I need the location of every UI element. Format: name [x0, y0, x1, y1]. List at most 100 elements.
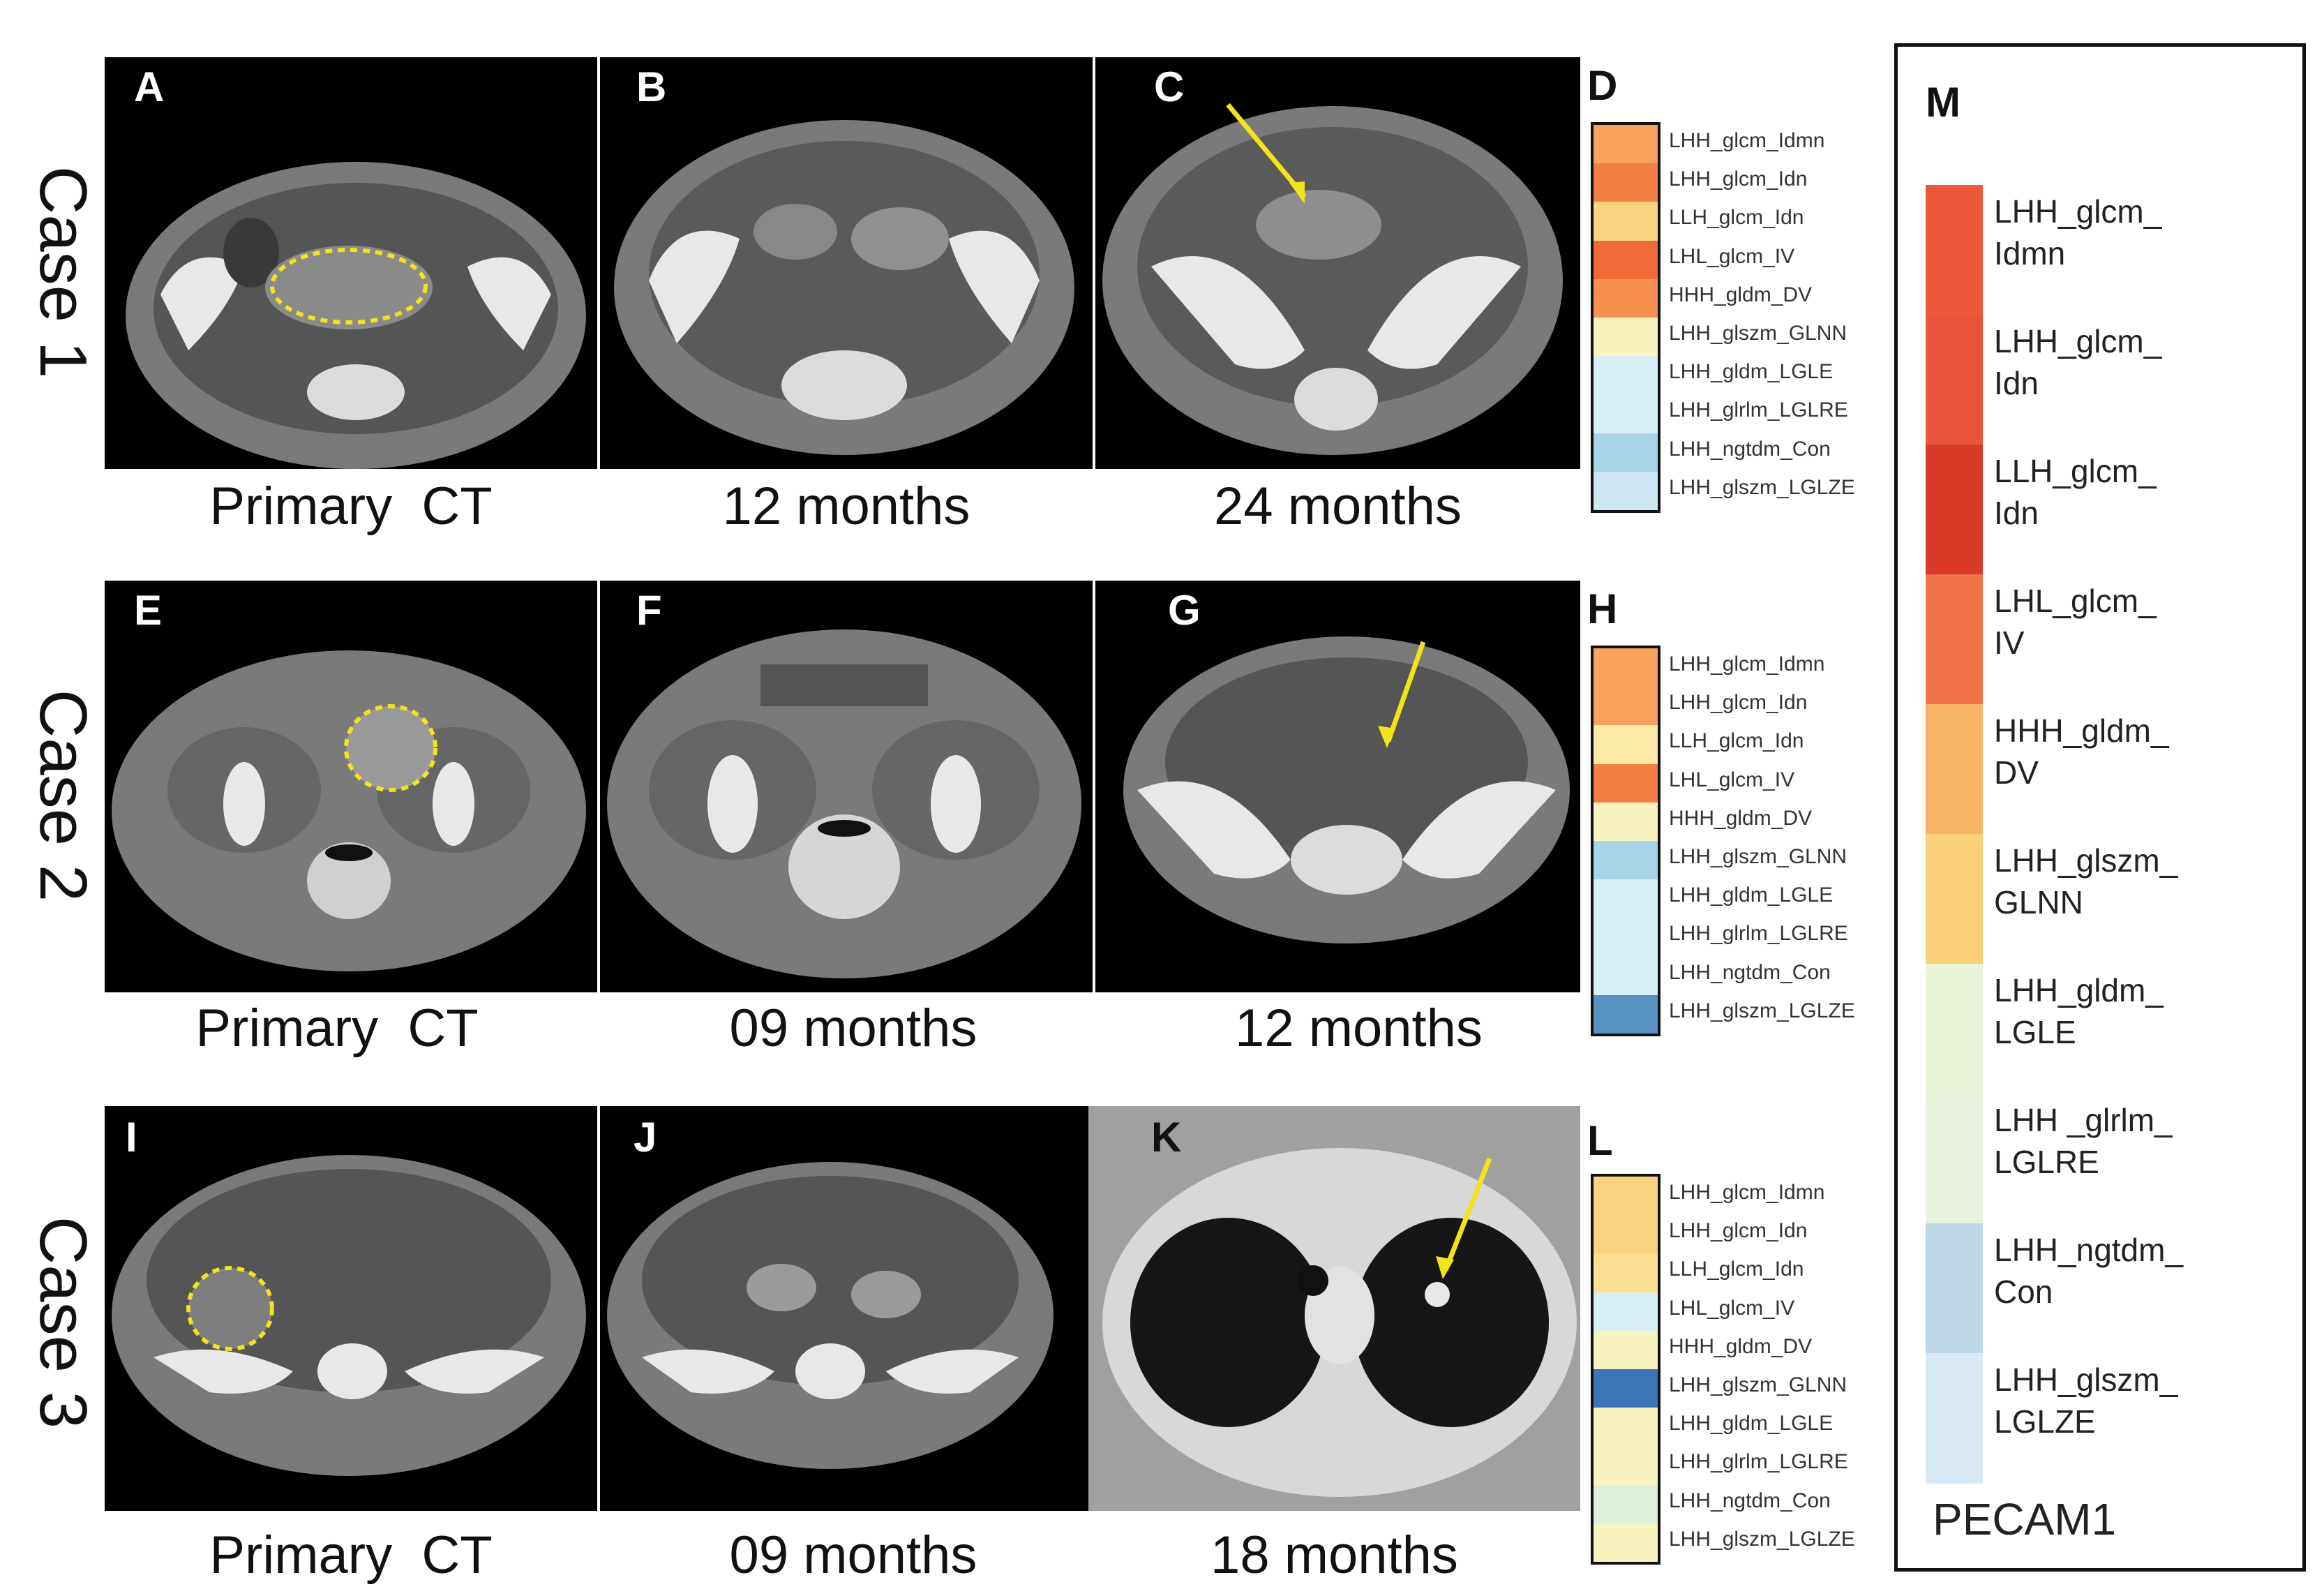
panel-letter-g: G — [1168, 587, 1201, 634]
ct-panel-c: C — [1095, 57, 1580, 469]
heatmap-h — [1591, 646, 1660, 1036]
caption-b: 12 months — [722, 477, 970, 536]
caption-f: 09 months — [729, 999, 977, 1058]
heatmap-feature-label: LLH_glcm_Idn — [1669, 206, 1804, 230]
heatmap-feature-label: LHH_glcm_Idmn — [1669, 1181, 1825, 1204]
case-2-label: Case 2 — [26, 689, 100, 902]
heatmap-feature-label: LHH_gldm_LGLE — [1669, 1412, 1834, 1435]
heatmap-feature-label: LHH_glszm_LGLZE — [1669, 999, 1855, 1022]
panel-letter-k: K — [1151, 1114, 1182, 1161]
panel-letter-j: J — [634, 1114, 657, 1161]
heatmap-feature-label: LHH_glcm_Idn — [1669, 167, 1808, 191]
ct-scan-pelvis-image — [126, 162, 586, 469]
legend-color-cell — [1926, 1223, 1983, 1354]
heatmap-cell — [1594, 394, 1658, 434]
legend-label: LHH_ngtdm_ Con — [1994, 1232, 2184, 1310]
ct-panel-f: F — [600, 581, 1093, 992]
ct-scan-pelvis-image — [1123, 636, 1570, 944]
panel-letter-f: F — [636, 587, 662, 634]
ct-scan-pelvis-image — [1102, 103, 1563, 455]
heatmap-feature-label: LHH_glszm_GLNN — [1669, 845, 1847, 868]
heatmap-feature-label: LHH_glszm_GLNN — [1669, 322, 1847, 345]
heatmap-cell — [1594, 1408, 1658, 1447]
heatmap-cell — [1594, 1330, 1658, 1370]
legend-box-m — [1894, 43, 2306, 1572]
legend-label: LHH_gldm_ LGLE — [1994, 972, 2164, 1050]
heatmap-cell — [1594, 1523, 1658, 1563]
legend-label: HHH_gldm_ DV — [1994, 713, 2169, 791]
heatmap-cell — [1594, 125, 1658, 164]
heatmap-cell — [1594, 240, 1658, 280]
heatmap-feature-label: LHH_glszm_GLNN — [1669, 1373, 1847, 1396]
heatmap-feature-label: LHL_glcm_IV — [1669, 244, 1795, 268]
heatmap-cell — [1594, 1177, 1658, 1216]
caption-j: 09 months — [729, 1526, 977, 1585]
legend-color-cell — [1926, 964, 1983, 1094]
ct-panel-j: J — [600, 1106, 1088, 1511]
heatmap-feature-label: LHH_glrlm_LGLRE — [1669, 398, 1848, 422]
caption-e: Primary CT — [195, 999, 479, 1058]
heatmap-cell — [1594, 1484, 1658, 1524]
legend-color-cell — [1926, 1353, 1983, 1484]
ct-scan-chest-image — [1102, 1148, 1577, 1497]
legend-label: LHH_glszm_ GLNN — [1994, 842, 2178, 920]
legend-color-cell — [1926, 315, 1983, 445]
heatmap-feature-label: LHL_glcm_IV — [1669, 1296, 1795, 1320]
heatmap-feature-label: HHH_gldm_DV — [1669, 1334, 1813, 1358]
heatmap-cell — [1594, 648, 1658, 687]
heatmap-feature-label: LLH_glcm_Idn — [1669, 1258, 1804, 1281]
ct-scan-pelvis-image — [112, 650, 586, 971]
ct-panel-e: E — [105, 581, 597, 992]
heatmap-cell — [1594, 318, 1658, 357]
heatmap-cell — [1594, 879, 1658, 918]
heatmap-cell — [1594, 956, 1658, 996]
caption-i: Primary CT — [209, 1526, 493, 1585]
legend-label: LHH _glrlm_ LGLRE — [1994, 1102, 2173, 1180]
heatmap-cell — [1594, 918, 1658, 957]
heatmap-feature-label: LHH_glcm_Idn — [1669, 691, 1808, 715]
heatmap-cell — [1594, 802, 1658, 842]
legend-label: LLH_glcm_ Idn — [1994, 453, 2157, 531]
ct-scan-pelvis-image — [614, 120, 1074, 455]
ct-scan-pelvis-image — [607, 629, 1081, 978]
heatmap-cell — [1594, 163, 1658, 202]
ct-panel-k: K — [1088, 1106, 1580, 1511]
ct-scan-abdomen-image — [112, 1155, 586, 1476]
heatmap-cell — [1594, 471, 1658, 511]
heatmap-feature-label: LHH_ngtdm_Con — [1669, 1489, 1831, 1512]
heatmap-feature-label: LHH_glcm_Idmn — [1669, 652, 1825, 676]
heatmap-cell — [1594, 841, 1658, 880]
heatmap-feature-label: LHH_ngtdm_Con — [1669, 437, 1831, 461]
heatmap-cell — [1594, 725, 1658, 765]
legend-color-cell — [1926, 574, 1983, 705]
panel-letter-c: C — [1154, 64, 1185, 110]
heatmap-feature-label: LHH_ngtdm_Con — [1669, 960, 1831, 984]
heatmap-cell — [1594, 687, 1658, 726]
heatmap-feature-label: LHH_glcm_Idmn — [1669, 129, 1825, 152]
heatmap-cell — [1594, 1215, 1658, 1254]
heatmap-l — [1591, 1174, 1660, 1565]
ct-panel-a: A — [105, 57, 597, 469]
ct-scan-abdomen-image — [607, 1162, 1054, 1469]
heatmap-cell — [1594, 763, 1658, 803]
caption-c: 24 months — [1214, 477, 1462, 536]
legend-label: LHH_glcm_ Idmn — [1994, 193, 2162, 271]
heatmap-feature-label: LHH_gldm_LGLE — [1669, 360, 1834, 384]
panel-letter-a: A — [134, 64, 165, 110]
heatmap-cell — [1594, 1292, 1658, 1332]
legend-color-cell — [1926, 185, 1983, 315]
heatmap-cell — [1594, 202, 1658, 241]
legend-label: LHH_glcm_ Idn — [1994, 323, 2162, 401]
heatmap-cell — [1594, 433, 1658, 472]
legend-color-cell — [1926, 445, 1983, 575]
heatmap-feature-label: LHH_glrlm_LGLRE — [1669, 1450, 1848, 1474]
caption-g: 12 months — [1235, 999, 1483, 1058]
ct-panel-b: B — [600, 57, 1093, 469]
heatmap-feature-label: LHL_glcm_IV — [1669, 768, 1795, 791]
ct-panel-g: G — [1095, 581, 1580, 992]
heatmap-feature-label: LHH_glszm_LGLZE — [1669, 475, 1855, 499]
heatmap-cell — [1594, 1253, 1658, 1293]
case-3-label: Case 3 — [26, 1216, 100, 1429]
heatmap-cell — [1594, 1446, 1658, 1486]
ct-panel-i: I — [105, 1106, 597, 1511]
